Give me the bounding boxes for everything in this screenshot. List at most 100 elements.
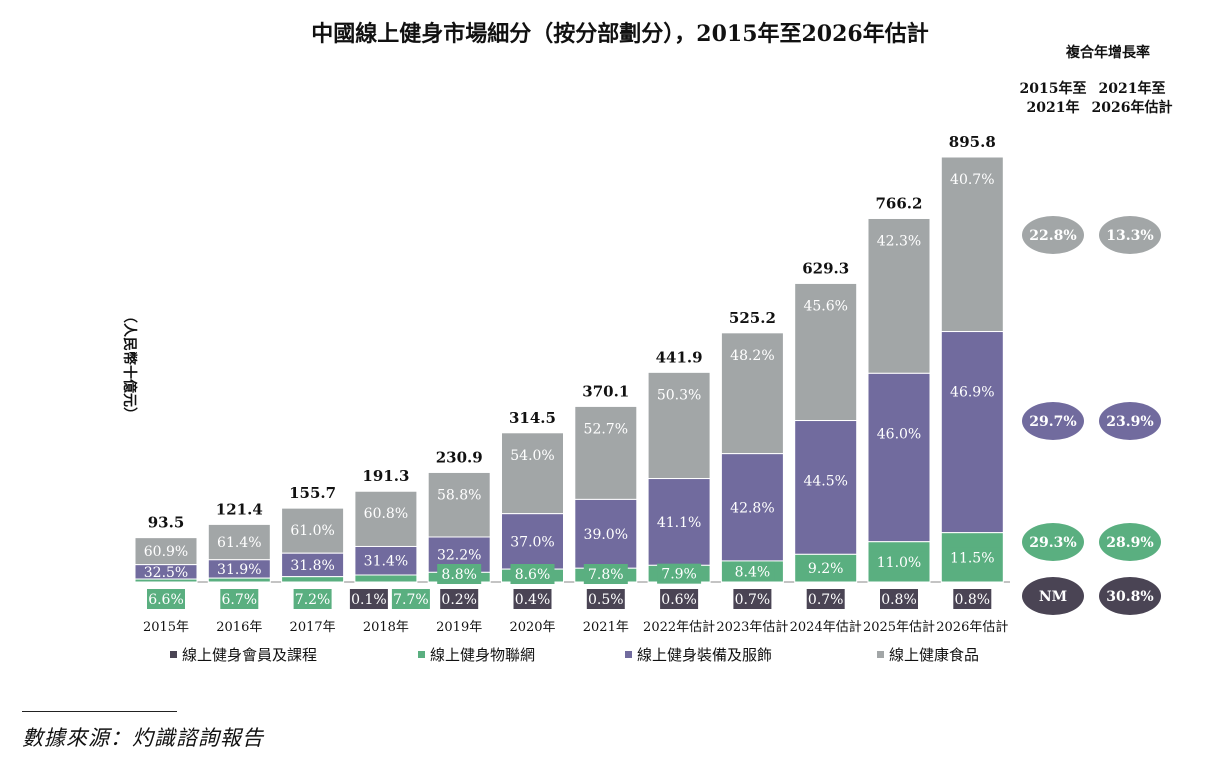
cagr-value: NM — [1039, 589, 1067, 605]
cagr-value: 23.9% — [1106, 414, 1153, 430]
iot-label-box — [871, 551, 927, 572]
iot-label-box — [510, 564, 555, 584]
bar-iot — [134, 578, 198, 583]
equipment-share-label: 37.0% — [510, 534, 554, 550]
source-note: 數據來源：灼識諮詢報告 — [22, 726, 264, 750]
iot-label-box — [220, 589, 259, 609]
x-tick-label: 2015年 — [143, 620, 189, 635]
iot-label-box — [944, 547, 1001, 568]
food-share-label: 61.4% — [217, 535, 261, 551]
bar-food — [574, 405, 638, 500]
x-tick-label: 2018年 — [363, 620, 409, 635]
membership-share-label: 0.5% — [588, 592, 624, 608]
cagr-col2-header: 2021年至 — [1099, 80, 1166, 97]
food-share-label: 54.0% — [510, 448, 554, 464]
y-axis-label: （人民幣十億元） — [121, 309, 138, 421]
bar-equipment — [720, 453, 784, 562]
membership-label-box — [440, 589, 479, 609]
iot-label-box — [797, 558, 854, 579]
membership-share-label: 0.4% — [515, 592, 551, 608]
x-tick-label: 2016年 — [216, 620, 262, 635]
cagr-value: 28.9% — [1106, 535, 1153, 551]
food-share-label: 60.8% — [364, 506, 408, 522]
bar-food — [867, 217, 931, 374]
legend-marker — [877, 651, 884, 658]
iot-share-label: 9.2% — [808, 561, 844, 577]
bar-food — [940, 156, 1004, 333]
membership-label-box — [660, 589, 699, 609]
membership-share-label: 0.6% — [661, 592, 697, 608]
iot-label-box — [391, 589, 430, 609]
cagr-bubble — [1099, 577, 1161, 615]
bar-total-label: 441.9 — [656, 348, 703, 366]
cagr-bubble — [1099, 523, 1161, 561]
cagr-value: 13.3% — [1106, 228, 1153, 244]
legend-label: 線上健身會員及課程 — [182, 646, 317, 664]
iot-share-label: 11.5% — [950, 550, 994, 566]
cagr-value: 22.8% — [1029, 228, 1076, 244]
bar-total-label: 230.9 — [436, 448, 483, 466]
legend-label: 線上健康食品 — [889, 646, 979, 664]
equipment-share-label: 32.2% — [437, 548, 481, 564]
x-tick-label: 2017年 — [290, 620, 336, 635]
legend-marker — [625, 651, 632, 658]
x-tick-label: 2024年估計 — [790, 619, 862, 635]
bar-food — [427, 471, 491, 538]
bar-food — [501, 432, 564, 515]
membership-share-label: 0.7% — [808, 592, 844, 608]
bar-food — [281, 507, 345, 554]
x-tick-label: 2023年估計 — [716, 619, 788, 635]
bar-equipment — [940, 331, 1004, 534]
membership-label-box — [806, 589, 845, 609]
iot-share-label: 7.2% — [295, 592, 331, 608]
membership-share-label: 0.2% — [441, 592, 477, 608]
bar-equipment — [354, 545, 418, 576]
iot-share-label: 8.8% — [441, 567, 477, 583]
x-tick-label: 2026年估計 — [936, 619, 1008, 635]
bar-food — [647, 371, 711, 480]
membership-label-box — [733, 589, 772, 609]
bar-total-label: 93.5 — [148, 514, 185, 532]
iot-share-label: 6.7% — [222, 592, 258, 608]
bar-iot — [207, 577, 271, 583]
bar-iot — [354, 574, 418, 583]
cagr-col1-header: 2015年至 — [1020, 80, 1087, 97]
iot-share-label: 8.4% — [735, 564, 771, 580]
cagr-bubble — [1022, 216, 1084, 254]
iot-label-box — [437, 564, 482, 584]
membership-share-label: 0.1% — [351, 592, 387, 608]
bar-equipment — [647, 478, 711, 566]
bar-equipment — [867, 372, 931, 543]
membership-label-box — [349, 589, 388, 609]
equipment-share-label: 32.5% — [144, 565, 188, 581]
legend-label: 線上健身裝備及服飾 — [637, 646, 772, 664]
food-share-label: 42.3% — [877, 233, 921, 249]
food-share-label: 45.6% — [803, 298, 847, 314]
membership-label-box — [953, 589, 992, 609]
membership-label-box — [880, 589, 918, 609]
membership-label-box — [586, 589, 625, 609]
cagr-bubble — [1022, 402, 1084, 440]
membership-share-label: 0.7% — [735, 592, 771, 608]
bar-total-label: 766.2 — [876, 194, 923, 212]
bar-total-label: 155.7 — [289, 484, 336, 502]
bar-equipment — [574, 498, 638, 569]
bar-equipment — [501, 513, 564, 570]
iot-share-label: 7.8% — [588, 567, 624, 583]
x-tick-label: 2021年 — [583, 620, 629, 635]
legend-marker — [170, 651, 177, 658]
equipment-share-label: 41.1% — [657, 515, 701, 531]
bar-total-label: 629.3 — [802, 259, 849, 277]
source-divider — [22, 711, 177, 712]
iot-label-box — [293, 589, 332, 609]
equipment-share-label: 42.8% — [730, 500, 774, 516]
food-share-label: 48.2% — [730, 348, 774, 364]
cagr-col2-header: 2026年估計 — [1092, 99, 1173, 116]
bar-food — [794, 282, 858, 422]
food-share-label: 58.8% — [437, 487, 481, 503]
food-share-label: 60.9% — [144, 544, 188, 560]
legend-label: 線上健身物聯網 — [430, 646, 535, 664]
cagr-bubble — [1099, 402, 1161, 440]
iot-label-box — [730, 561, 775, 582]
